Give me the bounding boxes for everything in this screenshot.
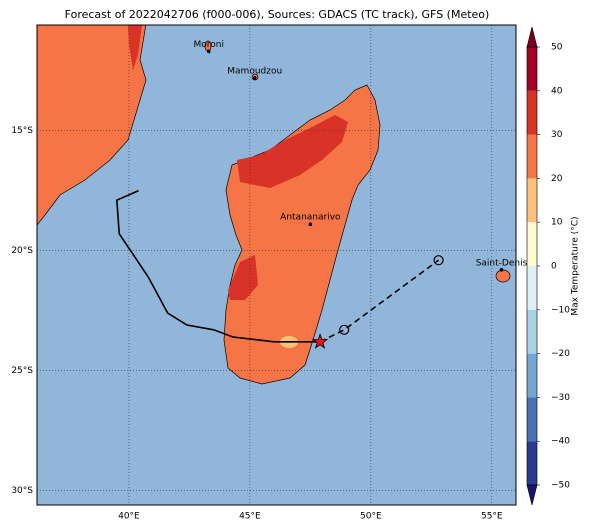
city-label: Saint-Denis: [476, 258, 528, 268]
city-dot: [308, 222, 313, 226]
colorbar-bin: [527, 266, 537, 310]
colorbar-tick-label: −30: [551, 393, 570, 403]
colorbar-bin: [527, 397, 537, 442]
city-label: Moroni: [194, 40, 225, 50]
city-dot: [252, 76, 257, 80]
reunion: [495, 269, 511, 283]
city-dot: [206, 49, 211, 54]
madagascar-hot: [228, 115, 348, 300]
colorbar-tick-label: −50: [551, 481, 570, 491]
africa: [37, 25, 147, 226]
x-tick-label: 45°E: [239, 512, 261, 522]
city-label: Mamoudzou: [227, 66, 282, 76]
x-tick-label: 50°E: [360, 512, 382, 522]
colorbar-tick-label: −10: [551, 305, 570, 315]
africa-hot: [128, 25, 142, 70]
colorbar-bin: [527, 353, 537, 398]
city-dot: [499, 268, 504, 272]
colorbar-bin: [527, 134, 537, 179]
colorbar-label: Max Temperature (°C): [571, 216, 581, 315]
current-position: [311, 333, 329, 349]
colorbar-bin: [527, 90, 537, 135]
colorbar-tick-label: 0: [551, 262, 557, 272]
x-tick-label: 40°E: [118, 512, 140, 522]
colorbar-over: [526, 26, 538, 48]
colorbar-tick-label: 20: [551, 174, 563, 184]
forecast-point: [339, 324, 350, 335]
track-line: [115, 189, 321, 343]
y-tick-label: 20°S: [11, 246, 33, 256]
colorbar-tick-label: −40: [551, 437, 570, 447]
colorbar-bin: [527, 222, 537, 266]
colorbar-bin: [527, 309, 537, 354]
colorbar-tick-label: 40: [551, 86, 563, 96]
colorbar-bin: [527, 178, 537, 223]
y-tick-label: 15°S: [11, 126, 33, 136]
colorbar-under: [526, 484, 538, 506]
y-tick-label: 30°S: [11, 486, 33, 496]
city-label: Antananarivo: [280, 213, 341, 223]
colorbar-tick-label: 50: [551, 43, 563, 53]
colorbar-bin: [527, 441, 537, 485]
frame: [36, 24, 517, 506]
colorbar-tick-label: 10: [551, 218, 563, 228]
colorbar-bin: [527, 47, 537, 91]
colorbar-tick-label: 30: [551, 130, 563, 140]
forecast-point: [433, 255, 444, 266]
x-tick-label: 55°E: [481, 512, 503, 522]
chart-title: Forecast of 2022042706 (f000-006), Sourc…: [65, 8, 490, 21]
y-tick-label: 25°S: [11, 366, 33, 376]
forecast-line: [319, 259, 440, 343]
colorbar-tick-label: −20: [551, 349, 570, 359]
